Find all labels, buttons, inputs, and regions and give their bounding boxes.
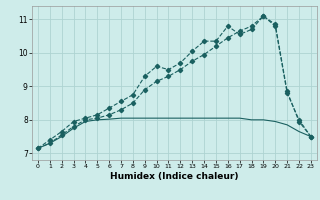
X-axis label: Humidex (Indice chaleur): Humidex (Indice chaleur) bbox=[110, 172, 239, 181]
